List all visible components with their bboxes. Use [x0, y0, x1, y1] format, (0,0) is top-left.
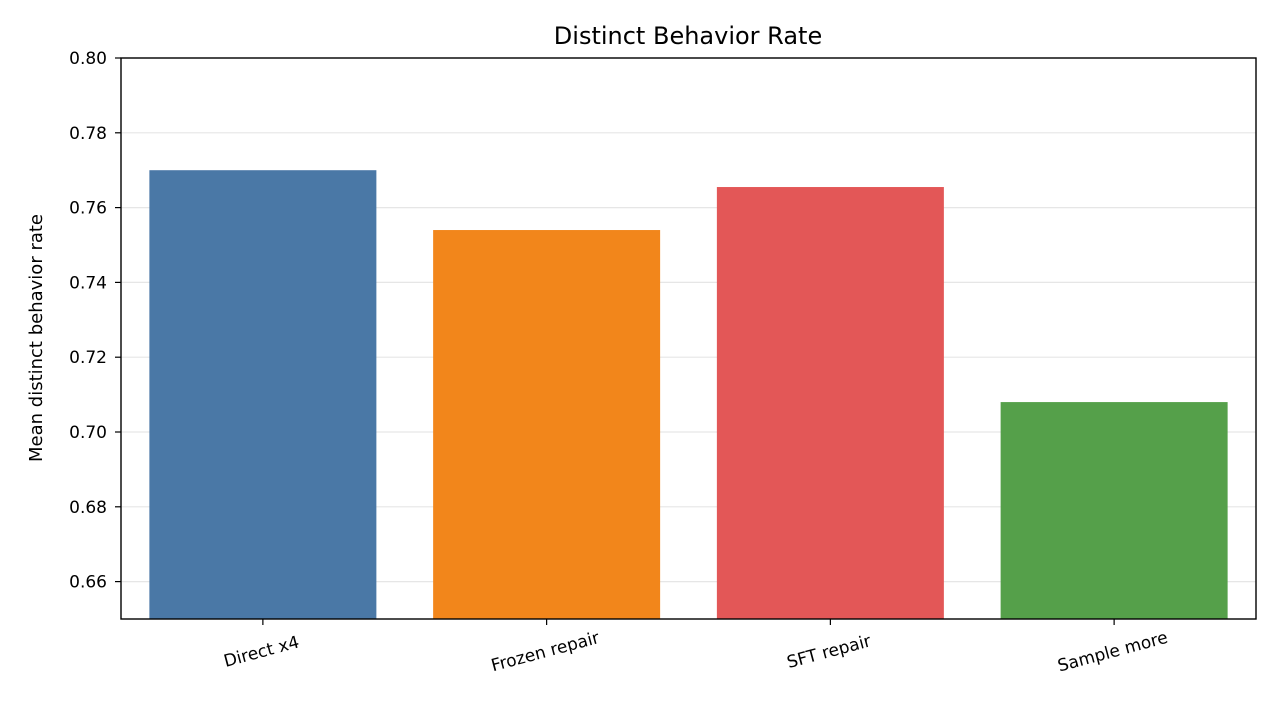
y-tick-label: 0.78	[69, 124, 107, 144]
y-tick-label: 0.74	[69, 273, 107, 293]
y-axis-label: Mean distinct behavior rate	[26, 214, 47, 462]
y-tick-label: 0.76	[69, 199, 107, 219]
y-axis-ticks: 0.66 0.68 0.70 0.72 0.74 0.76 0.78 0.80	[69, 49, 121, 593]
chart-title: Distinct Behavior Rate	[554, 22, 822, 50]
y-tick-label: 0.80	[69, 49, 107, 69]
x-tick-label: Sample more	[1056, 628, 1171, 677]
y-tick-label: 0.72	[69, 348, 107, 368]
bar-direct-x4	[149, 170, 377, 619]
bar-sample-more	[1000, 402, 1228, 619]
plot-frame	[120, 57, 1257, 620]
y-tick-label: 0.68	[69, 498, 107, 518]
bar-frozen-repair	[433, 230, 661, 620]
y-tick-label: 0.70	[69, 423, 107, 443]
bars	[149, 170, 1228, 620]
bar-sft-repair	[716, 187, 944, 619]
x-tick-label: Direct x4	[222, 633, 302, 672]
x-axis-ticks: Direct x4 Frozen repair SFT repair Sample m…	[222, 619, 1170, 676]
x-tick-label: SFT repair	[785, 631, 873, 673]
y-tick-label: 0.66	[69, 573, 107, 593]
x-tick-label: Frozen repair	[489, 628, 602, 676]
